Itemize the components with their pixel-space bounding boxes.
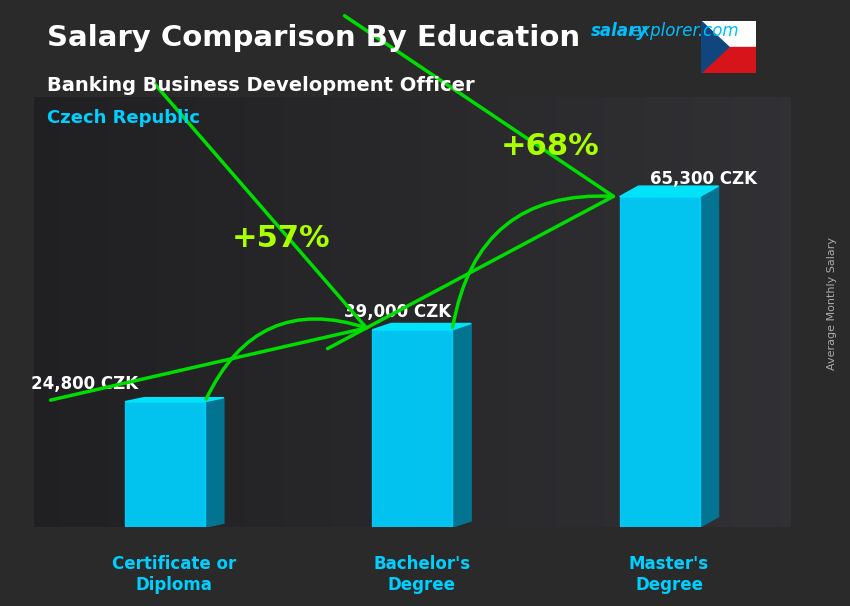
Polygon shape <box>125 398 224 402</box>
Text: 39,000 CZK: 39,000 CZK <box>344 302 451 321</box>
FancyBboxPatch shape <box>372 330 452 527</box>
Text: +57%: +57% <box>232 224 331 253</box>
Text: salary: salary <box>591 22 648 41</box>
Text: 24,800 CZK: 24,800 CZK <box>31 375 139 393</box>
FancyArrowPatch shape <box>327 16 614 348</box>
Text: Certificate or
Diploma: Certificate or Diploma <box>112 555 236 594</box>
Polygon shape <box>701 21 728 73</box>
Bar <box>701 21 756 47</box>
Bar <box>701 47 756 73</box>
Text: Master's
Degree: Master's Degree <box>629 555 709 594</box>
Text: Czech Republic: Czech Republic <box>47 109 200 127</box>
Text: +68%: +68% <box>502 132 600 161</box>
Text: explorer.com: explorer.com <box>631 22 740 41</box>
Text: Bachelor's
Degree: Bachelor's Degree <box>373 555 470 594</box>
Text: Salary Comparison By Education: Salary Comparison By Education <box>47 24 580 52</box>
Text: 65,300 CZK: 65,300 CZK <box>649 170 756 188</box>
Polygon shape <box>205 398 224 527</box>
Polygon shape <box>452 324 471 527</box>
Polygon shape <box>620 186 718 197</box>
Polygon shape <box>372 324 471 330</box>
FancyArrowPatch shape <box>51 83 366 400</box>
FancyBboxPatch shape <box>620 197 700 527</box>
Polygon shape <box>700 186 718 527</box>
Text: Banking Business Development Officer: Banking Business Development Officer <box>47 76 474 95</box>
FancyBboxPatch shape <box>125 402 205 527</box>
Text: Average Monthly Salary: Average Monthly Salary <box>827 236 837 370</box>
